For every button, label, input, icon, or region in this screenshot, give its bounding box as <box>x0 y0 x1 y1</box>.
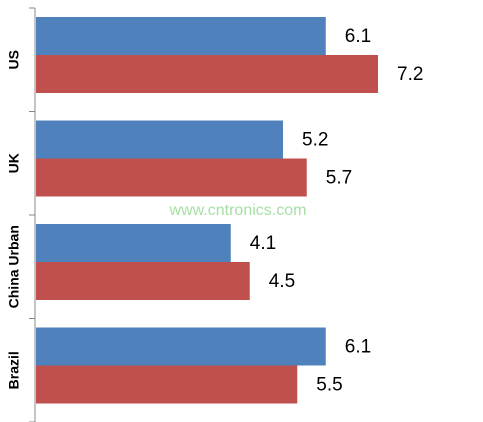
category-label: US <box>6 50 22 69</box>
category-label: UK <box>6 153 22 173</box>
data-label: 5.7 <box>326 168 352 189</box>
data-label: 7.2 <box>397 64 423 85</box>
bar <box>36 158 307 197</box>
bar <box>36 262 250 300</box>
bar <box>36 17 326 55</box>
data-label: 6.1 <box>345 26 371 47</box>
bar <box>36 365 298 404</box>
category-label: China Urban <box>6 225 22 308</box>
data-label: 4.1 <box>250 233 276 254</box>
category-label: Brazil <box>6 351 22 389</box>
watermark: www.cntronics.com <box>169 202 307 219</box>
bar <box>36 120 283 159</box>
data-label: 6.1 <box>345 337 371 358</box>
bar <box>36 327 326 366</box>
bar <box>36 224 231 262</box>
data-label: 5.5 <box>316 375 342 396</box>
data-label: 4.5 <box>269 271 295 292</box>
bar <box>36 55 378 93</box>
data-label: 5.2 <box>302 130 328 151</box>
